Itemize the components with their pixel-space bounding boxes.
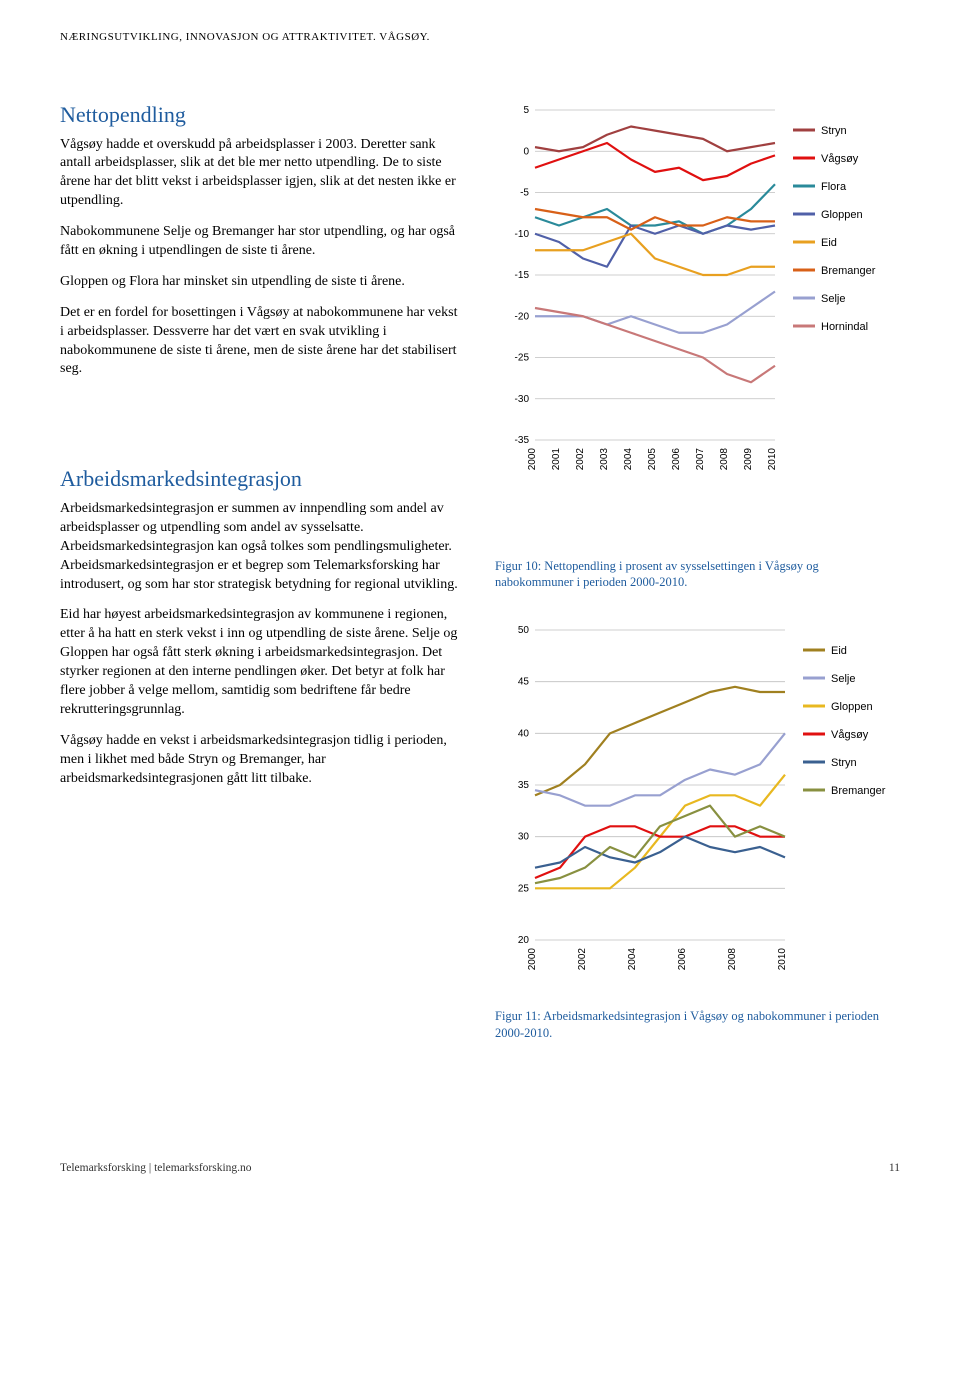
svg-text:Vågsøy: Vågsøy <box>821 153 859 165</box>
chart2: 50 45 40 35 30 25 20 2000 2002 2004 2006 2008 2010 Ei… <box>495 620 900 1000</box>
svg-text:Stryn: Stryn <box>831 757 857 769</box>
svg-text:-20: -20 <box>515 311 530 322</box>
chart2-caption: Figur 11: Arbeidsmarkedsintegrasjon i Vå… <box>495 1008 900 1041</box>
svg-text:0: 0 <box>523 146 529 157</box>
svg-text:-25: -25 <box>515 352 530 363</box>
section2-p1: Arbeidsmarkedsintegrasjon er summen av i… <box>60 500 460 594</box>
section1-p2: Nabokommunene Selje og Bremanger har sto… <box>60 223 460 261</box>
page-footer: Telemarksforsking | telemarksforsking.no… <box>60 1161 900 1177</box>
svg-text:2006: 2006 <box>677 948 688 971</box>
section1-p1: Vågsøy hadde et overskudd på arbeidsplas… <box>60 136 460 212</box>
svg-text:2000: 2000 <box>527 948 538 971</box>
chart1-caption: Figur 10: Nettopendling i prosent av sys… <box>495 558 900 591</box>
chart1: 5 0 -5 -10 -15 -20 -25 -30 -352000 2001 2002 2003 20… <box>495 100 900 550</box>
svg-text:40: 40 <box>518 729 530 740</box>
svg-text:45: 45 <box>518 677 530 688</box>
svg-text:Stryn: Stryn <box>821 125 847 137</box>
svg-text:2004: 2004 <box>623 447 634 470</box>
svg-text:2007: 2007 <box>695 447 706 470</box>
svg-text:-30: -30 <box>515 394 530 405</box>
svg-text:-5: -5 <box>520 187 529 198</box>
svg-text:Gloppen: Gloppen <box>821 209 863 221</box>
page-header: NÆRINGSUTVIKLING, INNOVASJON OG ATTRAKTI… <box>60 30 900 45</box>
section2-title: Arbeidsmarkedsintegrasjon <box>60 464 460 494</box>
svg-text:2010: 2010 <box>777 948 788 971</box>
svg-text:2000: 2000 <box>527 447 538 470</box>
svg-text:35: 35 <box>518 780 530 791</box>
svg-text:Selje: Selje <box>831 673 855 685</box>
svg-text:2008: 2008 <box>727 948 738 971</box>
svg-text:2008: 2008 <box>719 447 730 470</box>
footer-page: 11 <box>889 1161 900 1177</box>
svg-text:-35: -35 <box>515 435 530 446</box>
svg-text:2003: 2003 <box>599 447 610 470</box>
section2-p3: Vågsøy hadde en vekst i arbeidsmarkedsin… <box>60 732 460 789</box>
svg-text:2001: 2001 <box>551 447 562 470</box>
svg-text:Eid: Eid <box>821 237 837 249</box>
section2-p2: Eid har høyest arbeidsmarkedsintegrasjon… <box>60 606 460 719</box>
svg-text:Flora: Flora <box>821 181 847 193</box>
section1-p4: Det er en fordel for bosettingen i Vågsø… <box>60 304 460 380</box>
svg-text:Hornindal: Hornindal <box>821 321 868 333</box>
svg-text:Vågsøy: Vågsøy <box>831 729 869 741</box>
svg-text:2002: 2002 <box>577 948 588 971</box>
svg-text:2002: 2002 <box>575 447 586 470</box>
svg-text:30: 30 <box>518 832 530 843</box>
svg-text:Bremanger: Bremanger <box>821 265 876 277</box>
svg-text:2006: 2006 <box>671 447 682 470</box>
svg-text:Bremanger: Bremanger <box>831 785 886 797</box>
svg-text:20: 20 <box>518 935 530 946</box>
svg-text:5: 5 <box>523 105 529 116</box>
section1-p3: Gloppen og Flora har minsket sin utpendl… <box>60 273 460 292</box>
svg-text:-10: -10 <box>515 229 530 240</box>
svg-text:-15: -15 <box>515 270 530 281</box>
svg-text:Gloppen: Gloppen <box>831 701 873 713</box>
footer-left: Telemarksforsking | telemarksforsking.no <box>60 1161 252 1177</box>
svg-text:Selje: Selje <box>821 293 845 305</box>
svg-text:2009: 2009 <box>743 447 754 470</box>
svg-text:2005: 2005 <box>647 447 658 470</box>
svg-text:2004: 2004 <box>627 948 638 971</box>
svg-text:2010: 2010 <box>767 447 778 470</box>
section1-title: Nettopendling <box>60 100 460 130</box>
svg-text:25: 25 <box>518 884 530 895</box>
svg-text:50: 50 <box>518 625 530 636</box>
svg-text:Eid: Eid <box>831 645 847 657</box>
